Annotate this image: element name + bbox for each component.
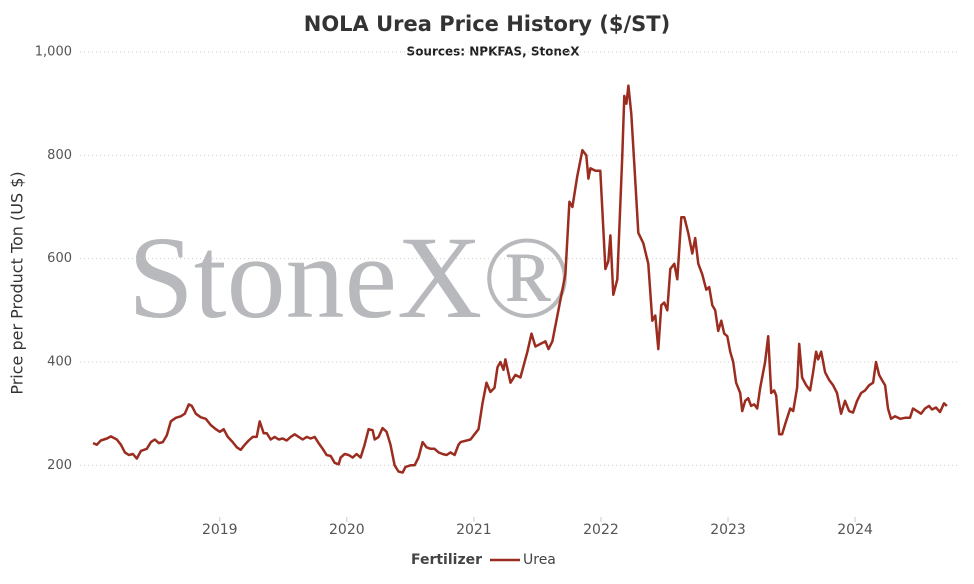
- x-tick-label: 2020: [329, 522, 365, 538]
- y-tick-label: 400: [47, 355, 72, 370]
- x-tick-label: 2024: [837, 522, 873, 538]
- x-tick-label: 2022: [583, 522, 619, 538]
- legend-label: Urea: [523, 552, 556, 568]
- x-tick-label: 2019: [202, 522, 238, 538]
- legend-title: Fertilizer: [411, 552, 482, 568]
- y-tick-label: 1,000: [35, 45, 72, 60]
- chart-subtitle: Sources: NPKFAS, StoneX: [407, 45, 581, 59]
- watermark: StoneX®: [128, 212, 572, 343]
- chart-title: NOLA Urea Price History ($/ST): [304, 12, 670, 36]
- x-tick-label: 2021: [456, 522, 492, 538]
- x-tick-label: 2023: [710, 522, 746, 538]
- y-tick-label: 800: [47, 148, 72, 163]
- y-axis-label: Price per Product Ton (US $): [8, 171, 27, 394]
- y-tick-label: 200: [47, 458, 72, 473]
- y-tick-label: 600: [47, 251, 72, 266]
- line-series: [92, 84, 948, 474]
